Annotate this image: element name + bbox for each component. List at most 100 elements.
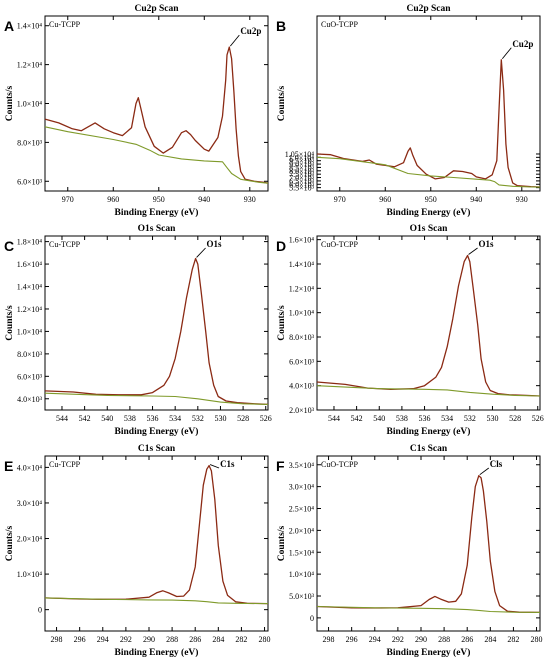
y-tick-label: 0: [38, 606, 42, 615]
peak-pointer: [501, 47, 512, 60]
y-tick-label: 4.0×10³: [289, 382, 315, 391]
panel-b: 970 960 950 940 930 5.5×10³6.0×10³6.5×10³7.0×…: [276, 4, 541, 218]
sample-label: Cu-TCPP: [49, 240, 81, 249]
x-tick-label: 286: [461, 635, 473, 644]
plot-frame: [44, 235, 269, 411]
y-tick-label: 3.0×10⁴: [17, 499, 43, 508]
x-tick-label: 282: [507, 635, 519, 644]
peak-label: C1s: [220, 459, 235, 469]
x-tick-label: 536: [419, 414, 431, 423]
y-tick-label: 8.0×10³: [289, 167, 315, 176]
x-tick-label: 540: [373, 414, 385, 423]
series-background-line: [316, 156, 541, 188]
y-tick-label: 1.6×10⁴: [289, 236, 315, 245]
y-tick-label: 3.5×10⁴: [289, 461, 315, 470]
x-tick-label: 290: [415, 635, 427, 644]
x-tick-label: 540: [101, 414, 113, 423]
y-tick-label: 6.0×10³: [17, 177, 43, 186]
series-raw-line: [44, 46, 269, 184]
x-tick-label: 950: [425, 195, 437, 204]
plot-frame: [44, 455, 269, 632]
x-tick-label: 544: [328, 414, 340, 423]
y-tick-label: 1.4×10⁴: [289, 260, 315, 269]
x-tick-label: 294: [369, 635, 381, 644]
series-raw-line: [44, 257, 269, 406]
x-axis-title: Binding Energy (eV): [115, 647, 199, 658]
panel-letter: B: [276, 18, 286, 34]
x-tick-label: 960: [107, 195, 119, 204]
peak-pointer: [229, 34, 240, 47]
panel-f: 298 296 294 292 290 288 286 284 282 280 0 5.0×10³ 1.…: [276, 444, 543, 658]
x-tick-label: 526: [532, 414, 544, 423]
y-tick-label: 2.5×10⁴: [289, 505, 315, 514]
y-tick-label: 6.5×10³: [289, 177, 315, 186]
scan-title: Cu2p Scan: [406, 4, 451, 14]
x-tick-label: 534: [441, 414, 453, 423]
x-axis-title: Binding Energy (eV): [387, 207, 471, 218]
x-tick-label: 536: [147, 414, 159, 423]
x-tick-label: 538: [124, 414, 136, 423]
series-raw-line: [316, 59, 541, 188]
y-tick-label: 1.2×10⁴: [17, 305, 43, 314]
sample-label: CuO-TCPP: [321, 240, 358, 249]
plot-frame: [316, 235, 541, 411]
y-tick-label: 1.4×10⁴: [17, 283, 43, 292]
y-tick-label: 6.0×10³: [17, 372, 43, 381]
y-tick-label: 1.4×10⁴: [17, 22, 43, 31]
x-tick-label: 294: [97, 635, 109, 644]
peak-label: Cu2p: [512, 39, 533, 49]
y-tick-label: 7.0×10³: [289, 174, 315, 183]
y-tick-label: 7.5×10³: [289, 170, 315, 179]
series-raw-line: [44, 464, 269, 605]
x-tick-label: 542: [351, 414, 363, 423]
series-background-line: [316, 385, 541, 397]
y-tick-label: 2.0×10⁴: [289, 526, 315, 535]
y-tick-label: 9.5×10³: [289, 157, 315, 166]
series-raw-line: [316, 475, 541, 614]
x-tick-label: 940: [470, 195, 482, 204]
panel-c: 544 542 540 538 536 534 532 530 528 526 4.0×10³ 6.0…: [4, 224, 272, 437]
y-axis-title: Counts/s: [277, 305, 287, 341]
x-tick-label: 296: [74, 635, 86, 644]
y-tick-label: 1.0×10⁴: [17, 100, 43, 109]
y-tick-label: 2.0×10⁴: [17, 535, 43, 544]
plot-frame: [316, 455, 541, 632]
x-tick-label: 526: [260, 414, 272, 423]
y-tick-label: 8.0×10³: [289, 333, 315, 342]
peak-pointer: [196, 247, 206, 258]
scan-title: C1s Scan: [138, 444, 176, 454]
x-tick-label: 288: [166, 635, 178, 644]
y-tick-label: 1.8×10⁴: [17, 238, 43, 247]
x-tick-label: 534: [169, 414, 181, 423]
series-background-line: [44, 597, 269, 605]
peak-pointer: [479, 467, 490, 476]
x-tick-label: 292: [392, 635, 404, 644]
y-tick-label: 4.0×10³: [17, 395, 43, 404]
y-tick-label: 1.05×10⁴: [285, 150, 315, 159]
panel-letter: A: [4, 18, 14, 34]
x-tick-label: 280: [259, 635, 271, 644]
peak-pointer: [468, 247, 478, 255]
scan-title: Cu2p Scan: [134, 4, 179, 14]
y-axis-title: Counts/s: [5, 526, 15, 562]
x-tick-label: 280: [531, 635, 543, 644]
y-tick-label: 0: [310, 614, 314, 623]
scan-title: O1s Scan: [410, 224, 448, 234]
y-axis-title: Counts/s: [277, 526, 287, 562]
y-tick-label: 1.6×10⁴: [17, 260, 43, 269]
x-tick-label: 532: [192, 414, 204, 423]
x-tick-label: 284: [484, 635, 496, 644]
x-tick-label: 940: [198, 195, 210, 204]
peak-label: Cls: [490, 459, 503, 469]
x-tick-label: 298: [323, 635, 335, 644]
panel-d: 544 542 540 538 536 534 532 530 528 526 2.0×10³ 4.0…: [276, 224, 544, 437]
x-tick-label: 530: [486, 414, 498, 423]
sample-label: Cu-TCPP: [49, 460, 81, 469]
y-tick-label: 6.0×10³: [289, 357, 315, 366]
x-tick-label: 530: [214, 414, 226, 423]
x-axis-title: Binding Energy (eV): [115, 426, 199, 437]
x-axis-title: Binding Energy (eV): [387, 426, 471, 437]
y-tick-label: 3.0×10⁴: [289, 483, 315, 492]
y-tick-label: 1.2×10⁴: [17, 61, 43, 70]
